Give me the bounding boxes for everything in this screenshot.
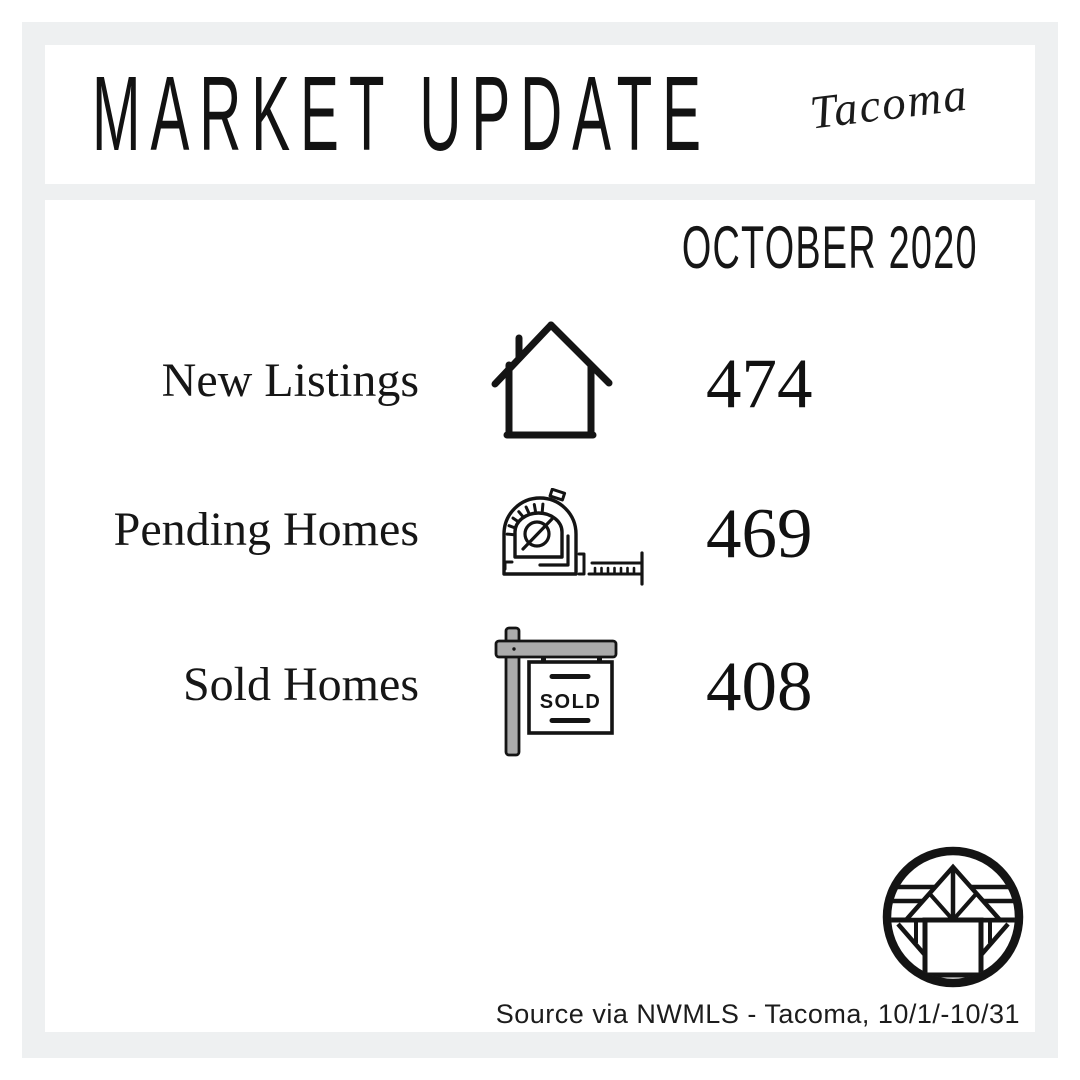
content-card: OCTOBER 2020 New Listings 474 Pending Ho… — [45, 200, 1035, 1032]
house-truss-emblem-icon — [882, 846, 1024, 988]
source-attribution: Source via NWMLS - Tacoma, 10/1/-10/31 — [495, 999, 1020, 1029]
house-outline-icon — [490, 320, 614, 440]
location-script-text: Tacoma — [807, 68, 972, 140]
stat-value-sold-homes: 408 — [706, 648, 813, 726]
stat-value-pending-homes: 469 — [706, 495, 813, 573]
period-label: OCTOBER 2020 — [682, 214, 978, 281]
tape-measure-icon — [494, 488, 650, 594]
header-card: MARKET UPDATE Tacoma — [45, 45, 1035, 184]
sold-sign-text: SOLD — [540, 691, 602, 713]
sold-sign-icon: SOLD — [494, 626, 620, 758]
brand-logo — [880, 844, 1026, 990]
page-title: MARKET UPDATE — [92, 55, 711, 173]
stat-value-new-listings: 474 — [706, 345, 813, 423]
stat-label-new-listings: New Listings — [161, 354, 419, 407]
stat-label-pending-homes: Pending Homes — [113, 503, 419, 556]
stat-label-sold-homes: Sold Homes — [182, 658, 419, 711]
